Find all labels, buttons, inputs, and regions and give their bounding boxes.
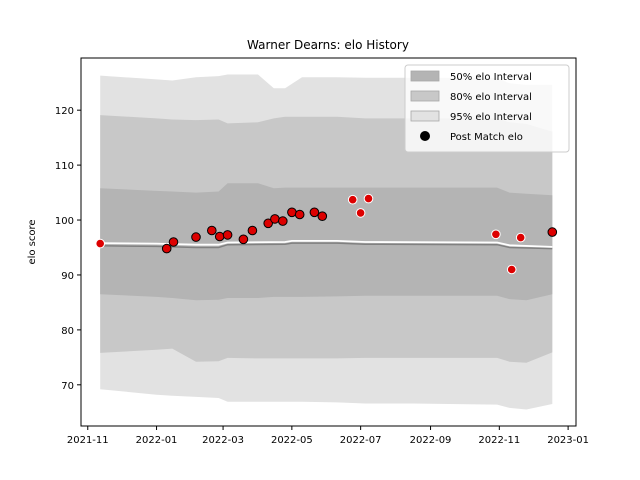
plot-area [95,74,558,410]
post-match-elo-point [547,227,558,237]
legend-box [404,64,570,153]
post-match-elo-point [161,243,172,254]
legend-swatch-band [410,70,440,82]
x-axis: 2021-11 2022-01 2022-03 2022-05 2022-07 2022-… [67,426,589,446]
legend-swatch-band [410,90,440,102]
median-elo-line [100,242,553,250]
trend-lines [100,239,553,250]
legend-swatch-band [410,110,440,122]
post-match-elo-point [222,230,233,240]
y-tick-label: 80 [61,326,74,337]
legend-label: 50% elo Interval [450,72,532,83]
legend-label: 80% elo Interval [450,92,532,103]
y-tick-label: 90 [61,271,74,282]
legend-label: 95% elo Interval [450,112,532,123]
post-match-elo-point [309,207,320,218]
post-match-elo-point [506,264,517,275]
post-match-elo-point [515,232,526,243]
post-match-elo-point [270,214,280,224]
post-match-elo-point [278,216,288,226]
post-match-points [95,193,558,275]
post-match-elo-point [294,209,305,220]
y-tick-label: 70 [61,381,74,392]
post-match-elo-point [191,232,201,242]
post-match-elo-point [168,237,179,247]
post-match-elo-point [317,211,328,221]
x-tick-label: 2022-07 [340,435,382,446]
x-tick-label: 2022-11 [478,435,520,446]
post-match-elo-point [95,238,105,249]
x-tick-label: 2022-03 [202,435,244,446]
post-match-elo-point [247,225,258,236]
post-match-elo-point [214,231,225,242]
y-tick-label: 120 [55,106,74,117]
post-match-elo-point [347,194,358,205]
x-tick-label: 2022-09 [410,435,452,446]
interval-bands [100,74,553,410]
y-tick-label: 110 [55,161,74,172]
mean-elo-line [100,239,553,248]
post-match-elo-point [287,207,297,218]
plot-frame [80,57,577,427]
legend-label: Post Match elo [450,132,523,143]
x-tick-label: 2021-11 [67,435,109,446]
legend-swatch-marker [420,131,430,141]
x-tick-label: 2022-01 [136,435,178,446]
post-match-elo-point [263,218,274,229]
y-tick-label: 100 [55,216,74,227]
post-match-elo-point [363,193,374,204]
x-tick-label: 2023-01 [547,435,589,446]
post-match-elo-point [207,225,217,236]
post-match-elo-point [238,234,249,245]
legend: 50% elo Interval 80% elo Interval 95% elo … [404,64,570,153]
x-tick-label: 2022-05 [271,435,313,446]
y-axis-label: elo score [27,219,38,264]
legend-items: 50% elo Interval 80% elo Interval 95% elo … [410,70,532,143]
chart-title: Warner Dearns: elo History [247,38,409,52]
post-match-elo-point [491,229,501,240]
y-axis: 70 80 90 100 110 120 [55,106,81,392]
post-match-elo-point [355,208,366,218]
